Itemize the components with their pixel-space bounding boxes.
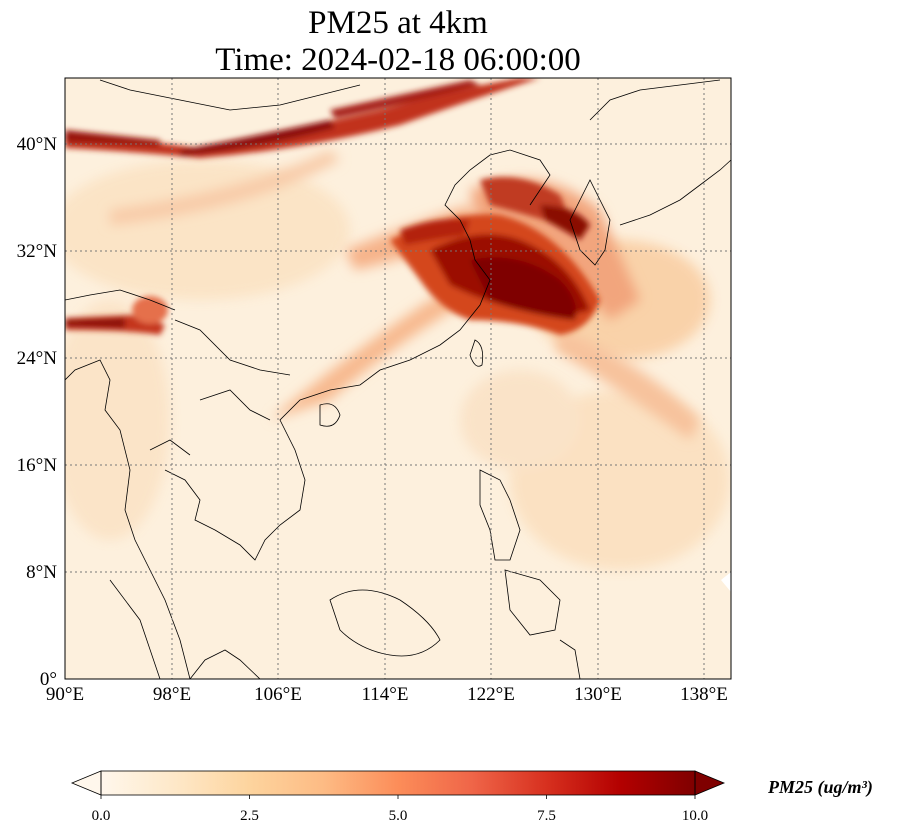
colorbar-min-extend-arrow [70,770,102,796]
lat-tick-label: 0° [40,669,57,690]
lon-tick-label: 98°E [153,684,191,705]
colorbar: 0.0 2.5 5.0 7.5 10.0 PM25 (ug/m³) [70,770,873,824]
lat-tick-label: 8°N [26,562,57,583]
colorbar-tick-label: 2.5 [240,808,259,824]
colorbar-label: PM25 (ug/m³) [767,777,873,798]
colorbar-tick-label: 0.0 [92,808,111,824]
lat-tick-label: 24°N [17,348,58,369]
lat-tick-label: 16°N [17,455,58,476]
gridlines [65,78,731,679]
colorbar-tick-label: 7.5 [537,808,556,824]
colorbar-max-extend-arrow [694,770,726,796]
lon-tick-label: 106°E [254,684,302,705]
lon-tick-label: 122°E [467,684,515,705]
coastlines [65,79,731,679]
map-title-line-2: Time: 2024-02-18 06:00:00 [215,42,581,78]
map-title-line-1: PM25 at 4km [308,5,488,41]
lon-tick-label: 114°E [362,684,409,705]
lat-tick-label: 40°N [17,134,58,155]
colorbar-tick-label: 10.0 [682,808,708,824]
lon-tick-label: 90°E [46,684,84,705]
map-frame [64,77,732,680]
lat-tick-label: 32°N [17,241,58,262]
colorbar-tick-label: 5.0 [389,808,408,824]
lon-tick-label: 130°E [574,684,622,705]
lon-tick-label: 138°E [680,684,728,705]
pm25-field [65,78,731,679]
